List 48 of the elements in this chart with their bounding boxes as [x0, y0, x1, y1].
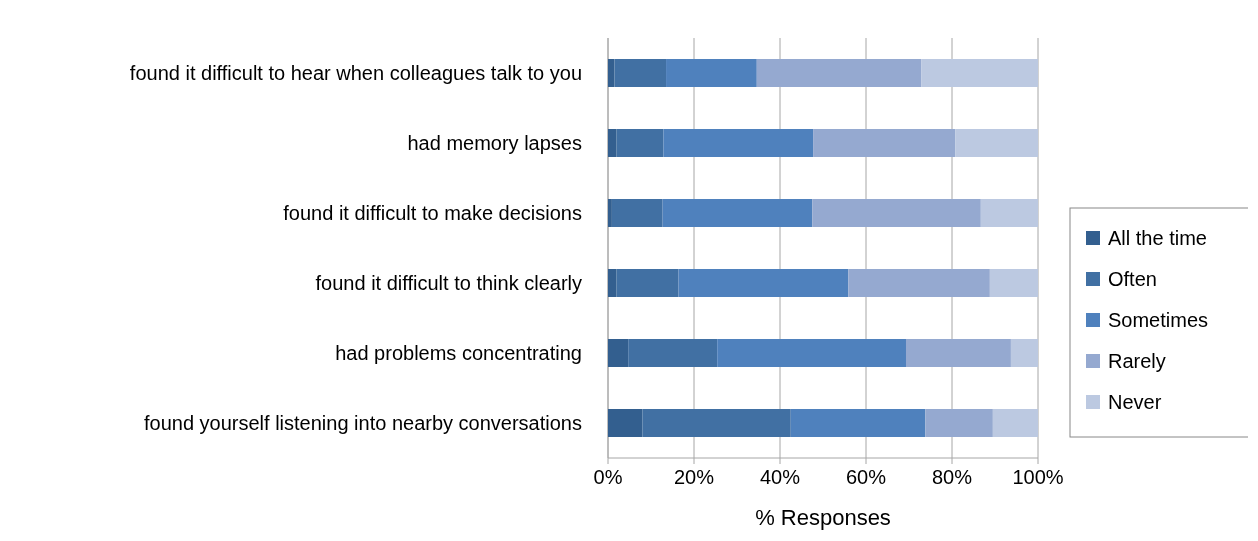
legend-label: All the time: [1108, 227, 1207, 249]
legend-label: Often: [1108, 268, 1157, 290]
bar: [608, 129, 617, 157]
y-tick-label: had memory lapses: [407, 132, 582, 154]
bar: [666, 59, 757, 87]
x-tick-label: 20%: [673, 466, 715, 488]
y-tick-label: found it difficult to hear when colleagues talk to you: [129, 62, 582, 84]
y-tick-label: found it difficult to make decisions: [283, 202, 582, 224]
bar: [678, 269, 849, 297]
bar: [848, 269, 990, 297]
bar: [662, 199, 813, 227]
x-tick-label: 80%: [931, 466, 973, 488]
y-tick-label: had problems concentrating: [335, 342, 582, 364]
bar: [611, 199, 663, 227]
bar: [608, 59, 615, 87]
bar: [663, 129, 814, 157]
bar: [642, 409, 791, 437]
bar: [921, 59, 1038, 87]
legend-label: Sometimes: [1108, 309, 1209, 331]
bar: [989, 269, 1038, 297]
x-axis-title: % Responses: [755, 505, 891, 530]
y-tick-label: found yourself listening into nearby conversations: [143, 412, 582, 434]
bar: [812, 199, 981, 227]
bar: [992, 409, 1038, 437]
bar: [980, 199, 1038, 227]
bar: [955, 129, 1038, 157]
bar: [717, 339, 906, 367]
bar: [628, 339, 718, 367]
bar: [614, 59, 667, 87]
bar: [756, 59, 922, 87]
bar: [1010, 339, 1038, 367]
x-tick-label: 60%: [845, 466, 887, 488]
x-tick-label: 0%: [593, 466, 623, 488]
bar: [608, 409, 643, 437]
bar: [790, 409, 926, 437]
bar: [608, 269, 617, 297]
x-tick-label: 40%: [759, 466, 801, 488]
bar: [925, 409, 993, 437]
legend-label: Rarely: [1108, 350, 1166, 372]
bar: [905, 339, 1011, 367]
bar: [608, 199, 612, 227]
legend-label: Never: [1108, 391, 1162, 413]
bar: [813, 129, 956, 157]
bar: [616, 129, 664, 157]
x-tick-label: 100%: [1012, 466, 1064, 488]
bar: [608, 339, 629, 367]
bar: [616, 269, 679, 297]
y-tick-label: found it difficult to think clearly: [315, 272, 582, 294]
